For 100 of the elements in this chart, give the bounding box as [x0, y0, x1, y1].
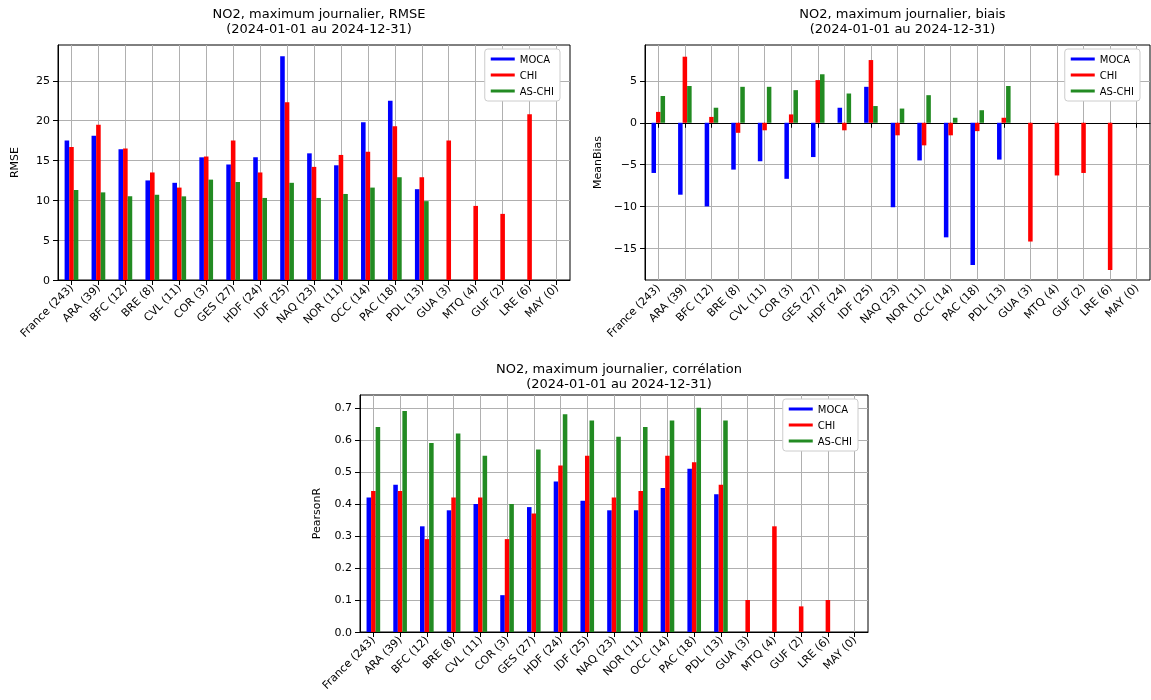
- y-tick-label: 0.2: [334, 561, 352, 575]
- bar: [864, 86, 869, 123]
- y-tick-label: 0.3: [334, 529, 352, 543]
- legend-label: AS-CHI: [519, 85, 554, 97]
- bar: [643, 427, 648, 632]
- bar: [926, 95, 931, 123]
- bar: [253, 157, 258, 280]
- bar: [678, 122, 683, 195]
- bar: [307, 153, 312, 280]
- y-tick-label: 0: [43, 273, 50, 287]
- bar: [638, 491, 644, 632]
- bar: [665, 455, 670, 632]
- chart-subtitle: (2024-01-01 au 2024-12-31): [809, 21, 996, 36]
- bar: [810, 122, 816, 158]
- bar: [687, 85, 692, 123]
- bar: [150, 172, 155, 280]
- bar: [387, 100, 393, 280]
- bar: [289, 182, 294, 280]
- bar: [970, 122, 975, 265]
- legend-label: CHI: [817, 419, 836, 431]
- y-tick-label: 0: [630, 116, 637, 130]
- bar: [451, 497, 456, 632]
- y-tick-label: −15: [613, 241, 637, 255]
- chart-title: NO2, maximum journalier, biais: [799, 6, 1006, 21]
- bar: [798, 606, 804, 632]
- legend-label: AS-CHI: [817, 435, 852, 447]
- bar: [580, 500, 585, 632]
- bar: [536, 449, 541, 632]
- y-tick-label: 0.1: [334, 593, 352, 607]
- bar: [723, 420, 728, 632]
- chart-title: NO2, maximum journalier, corrélation: [496, 361, 742, 376]
- bar: [118, 149, 124, 280]
- y-tick-label: 0.5: [334, 465, 352, 479]
- y-tick-label: 5: [630, 74, 637, 88]
- bar: [226, 164, 231, 280]
- bar: [262, 197, 267, 280]
- bar: [361, 122, 366, 280]
- bar: [123, 148, 128, 280]
- bar: [199, 157, 204, 280]
- bar: [420, 526, 425, 632]
- y-tick-label: 25: [36, 74, 50, 88]
- bar: [656, 111, 661, 123]
- legend-label: MOCA: [1099, 53, 1131, 65]
- bar: [745, 599, 750, 632]
- bar: [500, 595, 505, 632]
- bar: [873, 106, 878, 123]
- y-tick-label: −10: [613, 199, 637, 213]
- bar: [784, 122, 789, 179]
- bar: [500, 213, 505, 280]
- bar: [343, 193, 348, 280]
- bar: [731, 122, 736, 170]
- bar: [176, 187, 182, 280]
- bar: [616, 436, 621, 632]
- bar: [172, 182, 177, 280]
- bar: [429, 443, 434, 632]
- bar: [1107, 122, 1113, 270]
- y-tick-label: 0.0: [334, 625, 352, 639]
- chart-subtitle: (2024-01-01 au 2024-12-31): [526, 376, 712, 391]
- bar: [948, 122, 953, 136]
- bar: [527, 114, 532, 280]
- bar: [979, 110, 985, 123]
- bar: [402, 411, 407, 632]
- chart-subtitle: (2024-01-01 au 2024-12-31): [226, 21, 412, 36]
- bar: [895, 122, 900, 136]
- bar: [1081, 122, 1086, 173]
- bar: [370, 187, 375, 280]
- y-tick-label: 5: [43, 233, 50, 247]
- bar: [687, 468, 692, 632]
- bar: [509, 503, 514, 632]
- bar: [1054, 122, 1060, 176]
- bar: [203, 156, 209, 280]
- bar: [145, 180, 151, 280]
- bar: [397, 177, 402, 280]
- bar: [334, 165, 339, 280]
- bar: [393, 484, 398, 632]
- bar: [280, 56, 285, 280]
- bar: [820, 74, 825, 123]
- bar: [235, 182, 241, 280]
- bar: [446, 140, 452, 280]
- bar: [772, 526, 777, 632]
- bar: [473, 503, 479, 632]
- chart-title: NO2, maximum journalier, RMSE: [212, 6, 426, 21]
- bar: [788, 114, 794, 123]
- y-axis-title: RMSE: [8, 146, 21, 179]
- legend-label: CHI: [1099, 69, 1118, 81]
- bar: [316, 197, 321, 280]
- legend-label: AS-CHI: [1099, 85, 1134, 97]
- y-tick-label: 15: [36, 154, 50, 168]
- bar: [419, 177, 425, 280]
- bar: [96, 124, 101, 280]
- y-tick-label: 20: [36, 114, 50, 128]
- y-tick-label: 10: [36, 193, 50, 207]
- bar: [793, 90, 798, 123]
- bar: [696, 407, 702, 632]
- bar: [473, 205, 478, 280]
- y-tick-label: −5: [620, 158, 637, 172]
- legend-label: MOCA: [519, 53, 551, 65]
- bar: [709, 116, 714, 123]
- bar: [584, 455, 590, 632]
- y-tick-label: 0.7: [334, 401, 352, 415]
